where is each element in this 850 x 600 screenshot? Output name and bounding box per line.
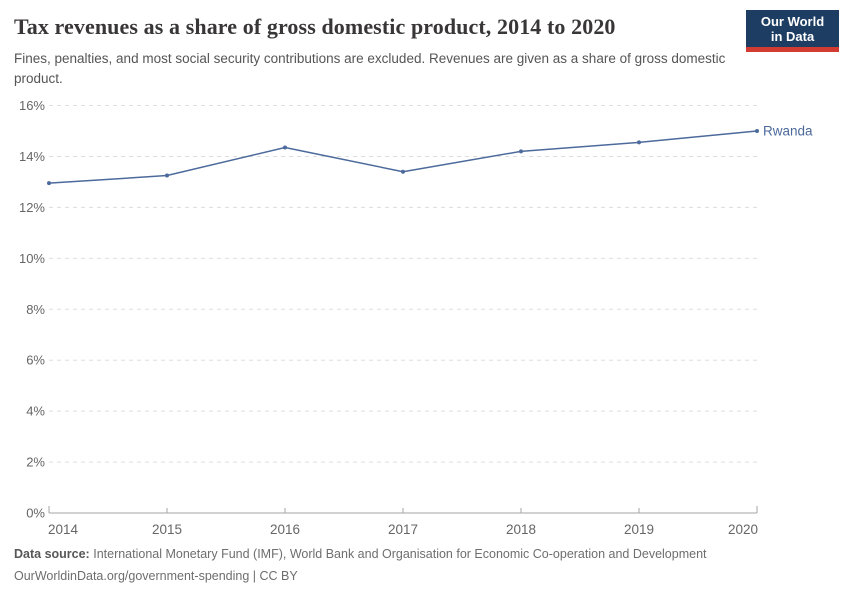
data-point-2016[interactable] [283,145,287,150]
x-tick-label: 2014 [48,522,79,537]
data-source-label: Data source: [14,547,90,561]
y-tick-label: 0% [26,506,45,521]
series-end-label[interactable]: Rwanda [763,123,813,138]
y-tick-label: 8% [26,302,45,317]
x-tick-label: 2018 [506,522,536,537]
x-tick-label: 2020 [728,522,758,537]
data-point-2017[interactable] [401,169,405,174]
x-tick-label: 2017 [388,522,418,537]
y-tick-label: 12% [19,200,45,215]
chart-footer: Data source: International Monetary Fund… [14,543,836,587]
owid-logo-line2: in Data [770,28,815,44]
data-point-2015[interactable] [165,173,169,178]
data-point-2019[interactable] [637,140,641,145]
x-tick-label: 2019 [624,522,654,537]
x-tick-label: 2015 [152,522,182,537]
rwanda-line[interactable] [48,130,758,184]
y-tick-label: 4% [26,404,45,419]
owid-logo-line1: Our World [760,13,825,29]
line-chart-svg: 0% 2% 4% 6% 8% 10% 12% 14% 16% 2014 2015 2016 2017 20… [19,98,813,537]
chart-title: Tax revenues as a share of gross domesti… [14,14,616,39]
data-source-text: International Monetary Fund (IMF), World… [93,547,707,561]
owid-logo: Our World in Data [746,10,839,52]
y-tick-label: 10% [19,251,45,266]
y-tick-label: 14% [19,149,45,164]
x-tick-label: 2016 [270,522,300,537]
y-tick-label: 6% [26,353,45,368]
data-point-2014[interactable] [47,181,51,186]
footer-note: OurWorldinData.org/government-spending |… [14,569,298,583]
data-point-2018[interactable] [519,149,523,154]
y-tick-label: 2% [26,455,45,470]
y-tick-label: 16% [19,98,45,113]
chart-subtitle: Fines, penalties, and most social securi… [14,51,726,86]
data-point-2020[interactable] [755,128,759,133]
data-source-line: Data source: International Monetary Fund… [14,543,836,565]
